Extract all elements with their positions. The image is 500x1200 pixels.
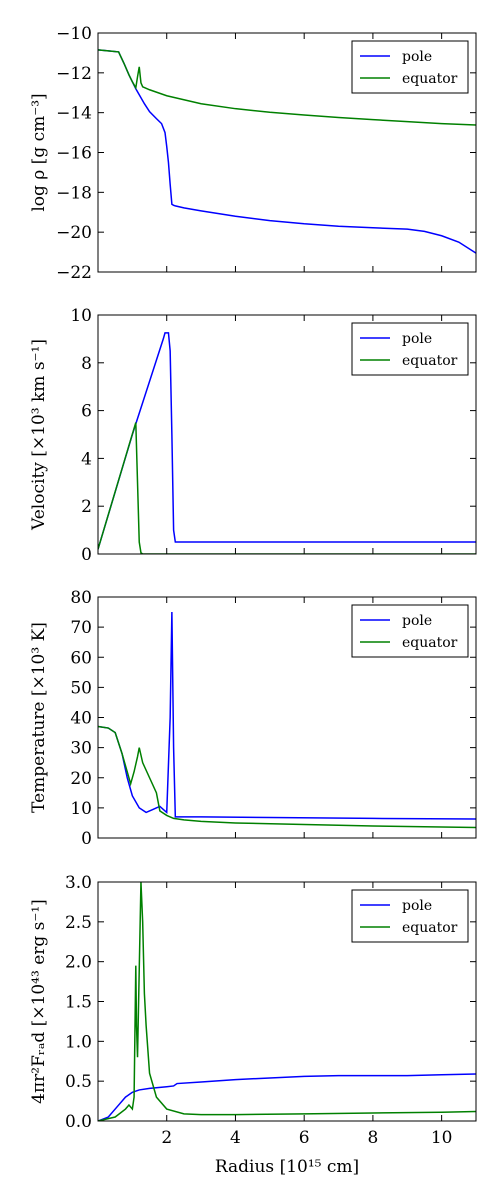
- series-line-equator: [98, 49, 476, 126]
- y-tick-label: 60: [70, 648, 92, 668]
- y-axis-label: log ρ [g cm⁻³]: [29, 93, 49, 211]
- legend-label-pole: pole: [402, 898, 432, 914]
- x-tick-label: 8: [367, 1128, 378, 1148]
- panel-2: 0 2 4 6 8 10 Velocity [×10³ km s⁻¹] pole equator: [29, 306, 477, 565]
- y-tick-label: 80: [70, 588, 92, 608]
- legend-label-equator: equator: [402, 635, 458, 651]
- y-tick-label: 1.5: [65, 993, 92, 1013]
- legend-box: [351, 40, 469, 94]
- y-tick-label: 3.0: [65, 873, 92, 893]
- y-tick-label: 4: [81, 449, 92, 469]
- y-tick-label: 2: [81, 497, 92, 517]
- legend-label-equator: equator: [402, 353, 458, 369]
- y-tick-label: 20: [70, 769, 92, 789]
- x-tick-label: 4: [230, 1128, 241, 1148]
- y-tick-label: 8: [81, 354, 92, 374]
- legend: pole equator: [351, 40, 469, 94]
- y-tick-label: 40: [70, 709, 92, 729]
- x-axis-label: Radius [10¹⁵ cm]: [215, 1157, 359, 1177]
- series-line-pole: [98, 332, 476, 550]
- series-line-equator: [98, 725, 476, 829]
- legend: pole equator: [351, 322, 469, 376]
- y-tick-label: 0: [81, 545, 92, 565]
- y-tick-label: 10: [70, 306, 92, 326]
- y-tick-label: 0.0: [65, 1112, 92, 1132]
- y-tick-label: −16: [56, 144, 92, 164]
- y-tick-label: −14: [56, 104, 92, 124]
- y-axis-label: Velocity [×10³ km s⁻¹]: [29, 339, 49, 531]
- x-tick-label: 6: [299, 1128, 310, 1148]
- legend-box: [351, 889, 469, 943]
- y-tick-label: 0.5: [65, 1072, 92, 1092]
- legend-label-equator: equator: [402, 71, 458, 87]
- legend-box: [351, 322, 469, 376]
- y-tick-label: 1.0: [65, 1032, 92, 1052]
- panel-1: −22 −20 −18 −16 −14 −12 −10 log ρ [g cm⁻³] pole e…: [29, 24, 477, 283]
- y-tick-label: 50: [70, 678, 92, 698]
- panel-4: 2 4 6 8 10 0.0 0.5 1.0 1.5 2.0 2.5 3.0 4πr²Fᵣₐd [×10…: [29, 873, 477, 1148]
- y-tick-label: −20: [56, 223, 92, 243]
- series-line-equator: [98, 882, 476, 1121]
- x-tick-label: 2: [161, 1128, 172, 1148]
- legend-label-pole: pole: [402, 613, 432, 629]
- y-tick-label: −10: [56, 24, 92, 44]
- y-tick-label: 30: [70, 739, 92, 759]
- y-axis-label: 4πr²Fᵣₐd [×10⁴³ erg s⁻¹]: [29, 899, 49, 1104]
- legend: pole equator: [351, 889, 469, 943]
- y-tick-label: 0: [81, 829, 92, 849]
- y-tick-label: −22: [56, 263, 92, 283]
- y-tick-label: −12: [56, 64, 92, 84]
- y-tick-label: 6: [81, 402, 92, 422]
- panel-3: 0 10 20 30 40 50 60 70 80 Temperature [×10³ K] pol…: [29, 588, 477, 849]
- x-tick-label: 10: [431, 1128, 453, 1148]
- plot-frame: [97, 314, 477, 555]
- legend: pole equator: [351, 604, 469, 658]
- y-tick-label: 10: [70, 799, 92, 819]
- y-axis-label: Temperature [×10³ K]: [29, 622, 49, 813]
- y-tick-label: 2.0: [65, 953, 92, 973]
- legend-label-equator: equator: [402, 920, 458, 936]
- series-line-pole: [98, 1073, 476, 1121]
- series-line-equator: [98, 422, 476, 554]
- legend-label-pole: pole: [402, 49, 432, 65]
- y-tick-label: −18: [56, 183, 92, 203]
- y-tick-label: 2.5: [65, 913, 92, 933]
- y-tick-label: 70: [70, 618, 92, 638]
- legend-label-pole: pole: [402, 331, 432, 347]
- legend-box: [351, 604, 469, 658]
